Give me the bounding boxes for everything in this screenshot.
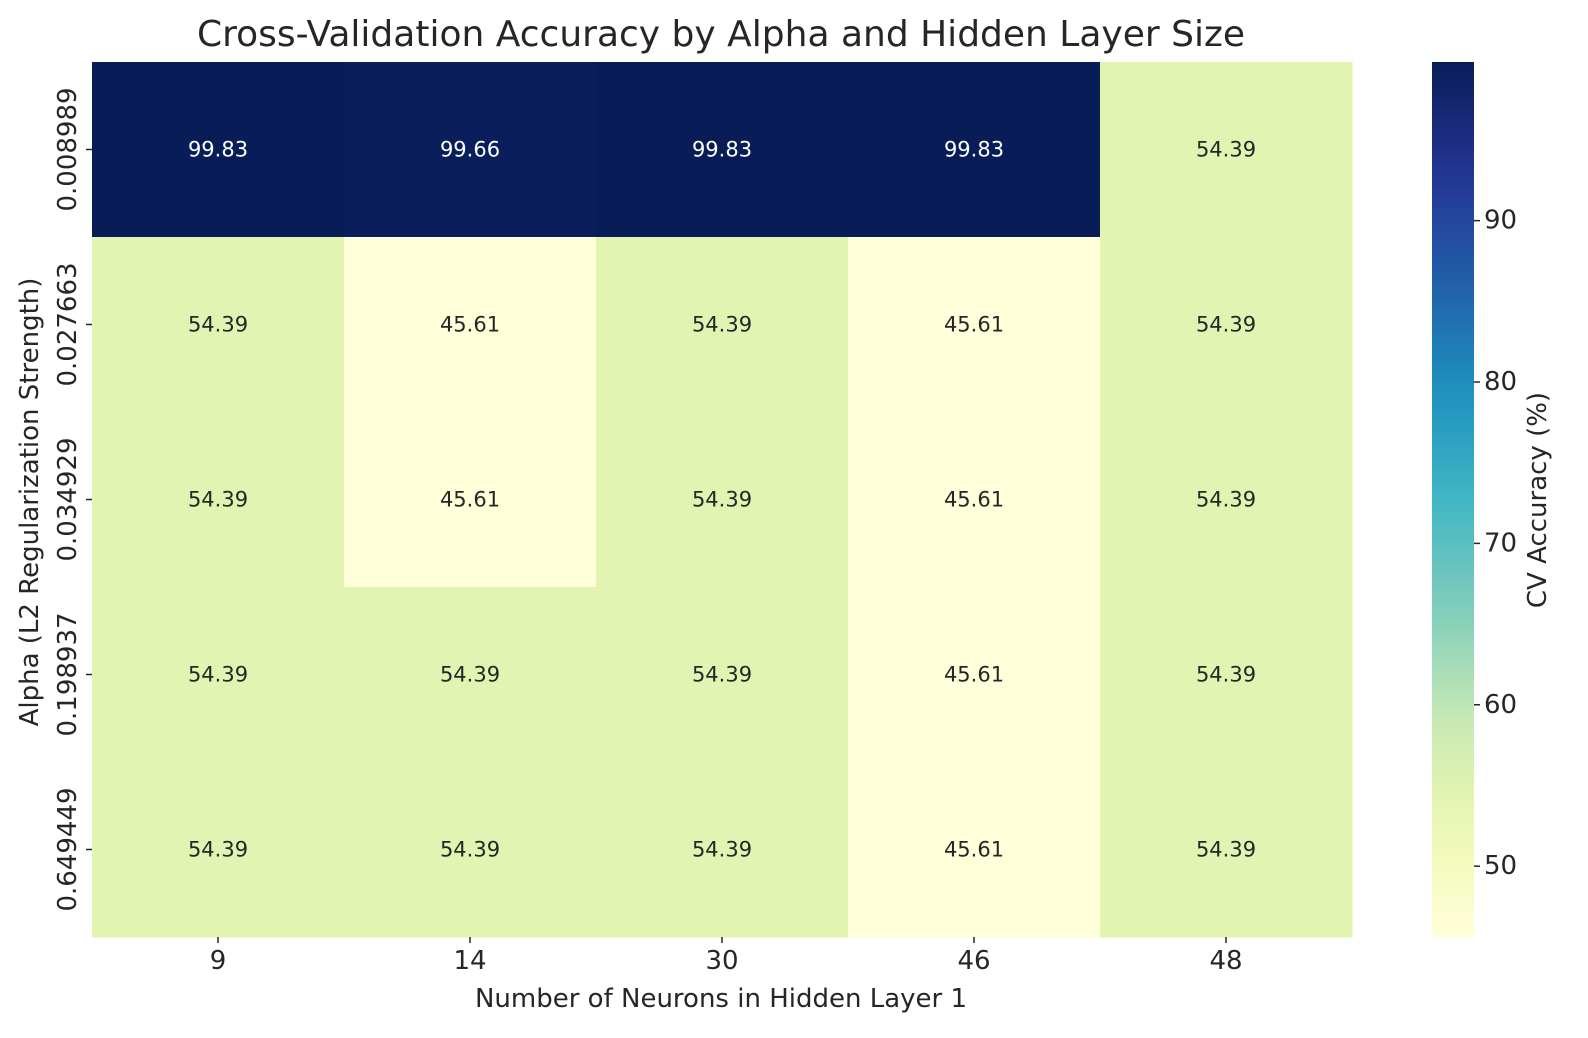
colorbar: [1432, 62, 1474, 937]
heatmap-cell: [848, 587, 1101, 763]
cell-value-label: 45.61: [440, 488, 500, 512]
cell-value-label: 54.39: [1196, 663, 1256, 687]
heatmap-cell: [344, 762, 597, 938]
colorbar-tick-label: 60: [1484, 690, 1517, 720]
colorbar-tick-label: 80: [1484, 367, 1517, 397]
cell-value-label: 54.39: [1196, 838, 1256, 862]
chart-title: Cross-Validation Accuracy by Alpha and H…: [197, 14, 1245, 55]
cell-value-label: 54.39: [440, 838, 500, 862]
heatmap-cell: [596, 587, 849, 763]
heatmap-cell: [848, 237, 1101, 413]
cell-value-label: 54.39: [1196, 488, 1256, 512]
heatmap-cell: [596, 237, 849, 413]
cell-value-label: 54.39: [188, 313, 248, 337]
x-tick-label: 9: [210, 946, 227, 976]
colorbar-tick-label: 90: [1484, 206, 1517, 236]
heatmap-cell: [344, 237, 597, 413]
cell-value-label: 45.61: [944, 313, 1004, 337]
heatmap-cell: [848, 412, 1101, 588]
cell-value-label: 45.61: [944, 663, 1004, 687]
cell-value-label: 45.61: [440, 313, 500, 337]
y-axis-label: Alpha (L2 Regularization Strength): [15, 278, 45, 727]
y-tick-label: 0.034929: [53, 437, 83, 561]
heatmap-cell: [1100, 237, 1353, 413]
heatmap-cell: [92, 762, 345, 938]
x-tick-label: 46: [957, 946, 990, 976]
heatmap-cell: [596, 62, 849, 238]
heatmap-cell: [848, 62, 1101, 238]
cell-value-label: 45.61: [944, 488, 1004, 512]
heatmap-cell: [1100, 412, 1353, 588]
x-axis-ticks: 9 14 30 46 48: [210, 937, 1243, 976]
cell-value-label: 54.39: [1196, 138, 1256, 162]
cell-value-label: 54.39: [188, 488, 248, 512]
heatmap-cell: [1100, 587, 1353, 763]
cell-value-label: 54.39: [188, 663, 248, 687]
heatmap-cell: [92, 587, 345, 763]
heatmap-cell: [848, 762, 1101, 938]
heatmap-cell: [1100, 62, 1353, 238]
heatmap-cell: [344, 587, 597, 763]
cell-value-label: 45.61: [944, 838, 1004, 862]
cell-value-label: 99.66: [440, 138, 500, 162]
heatmap-cell: [344, 62, 597, 238]
x-tick-label: 48: [1209, 946, 1242, 976]
cell-value-label: 54.39: [692, 663, 752, 687]
x-tick-label: 14: [453, 946, 486, 976]
cell-value-label: 54.39: [692, 838, 752, 862]
cell-value-label: 99.83: [188, 138, 248, 162]
cell-value-label: 54.39: [692, 313, 752, 337]
cell-value-label: 99.83: [692, 138, 752, 162]
heatmap-cell: [1100, 762, 1353, 938]
y-axis-ticks: 0.008989 0.027663 0.034929 0.198937 0.649449: [53, 87, 92, 912]
y-tick-label: 0.027663: [53, 262, 83, 386]
colorbar-ticks: 50 60 70 80 90: [1474, 206, 1517, 881]
cell-value-label: 54.39: [188, 838, 248, 862]
heatmap-cell: [92, 237, 345, 413]
cell-value-label: 54.39: [440, 663, 500, 687]
cell-value-label: 99.83: [944, 138, 1004, 162]
heatmap-cell: [596, 762, 849, 938]
heatmap-cell: [596, 412, 849, 588]
colorbar-tick-label: 50: [1484, 851, 1517, 881]
y-tick-label: 0.198937: [53, 612, 83, 736]
colorbar-tick-label: 70: [1484, 528, 1517, 558]
heatmap-cell: [344, 412, 597, 588]
cell-value-label: 54.39: [1196, 313, 1256, 337]
x-tick-label: 30: [705, 946, 738, 976]
heatmap-cell: [92, 412, 345, 588]
y-tick-label: 0.008989: [53, 87, 83, 211]
colorbar-label: CV Accuracy (%): [1523, 392, 1553, 608]
heatmap-cell: [92, 62, 345, 238]
cell-value-label: 54.39: [692, 488, 752, 512]
x-axis-label: Number of Neurons in Hidden Layer 1: [475, 984, 967, 1014]
heatmap-cells: 99.83 99.66 99.83 99.83 54.39 54.39 45.61 54.39…: [92, 62, 1353, 938]
y-tick-label: 0.649449: [53, 787, 83, 911]
